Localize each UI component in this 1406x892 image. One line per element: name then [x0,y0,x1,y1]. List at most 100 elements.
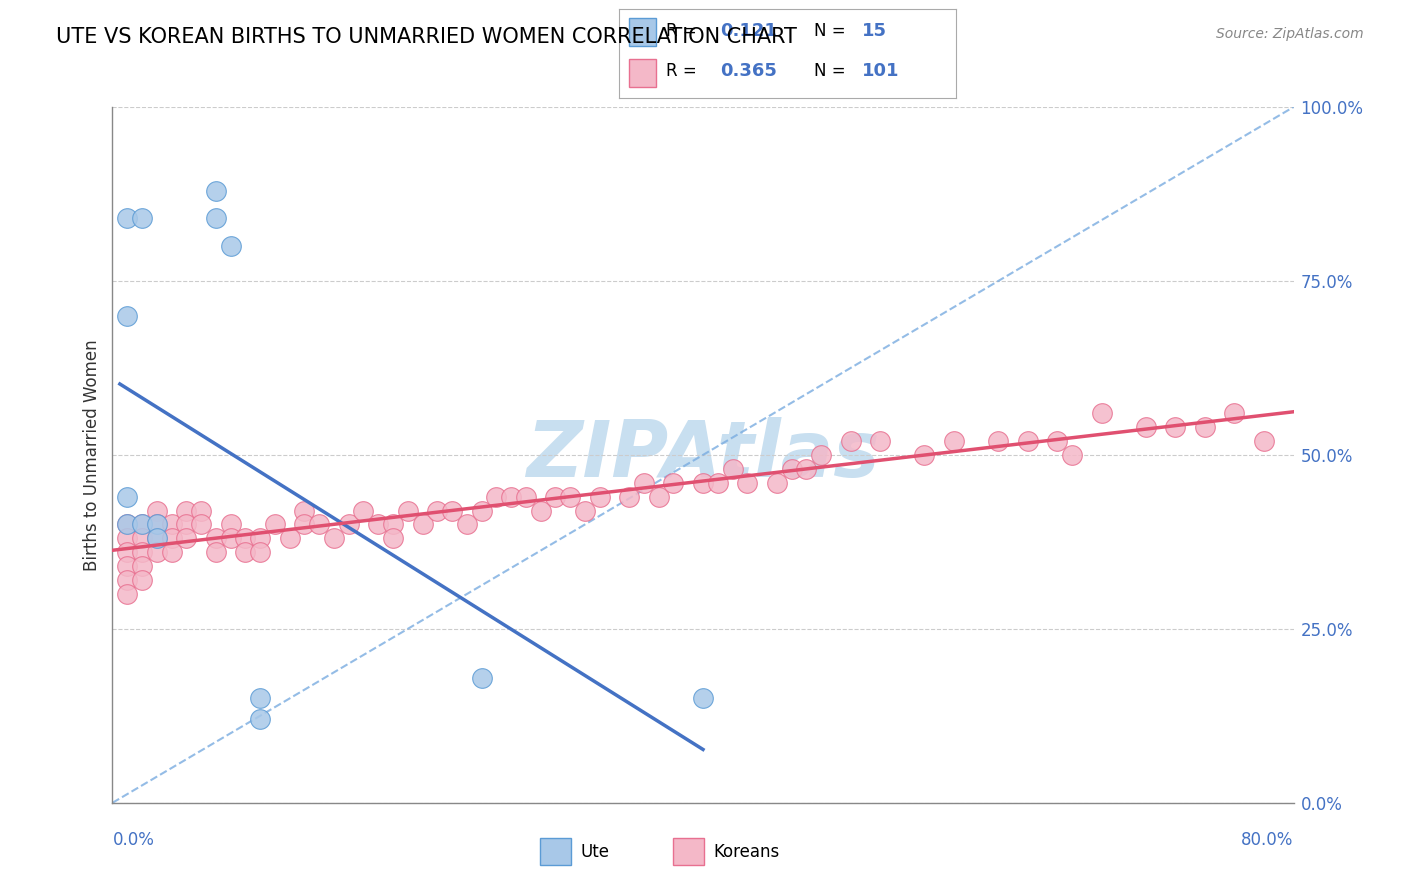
Point [647,490,671,504]
Point [190,503,212,517]
Point [131,559,153,574]
Point [396,503,419,517]
Point [249,691,271,706]
Point [619,490,641,504]
Point [292,503,315,517]
Point [441,503,464,517]
Text: 0.121: 0.121 [720,22,776,40]
Point [219,239,242,253]
Point [588,490,610,504]
Point [117,309,138,323]
FancyBboxPatch shape [628,18,655,46]
Point [308,517,330,532]
Point [352,503,374,517]
Point [131,517,153,532]
Point [1253,434,1275,448]
Point [146,517,169,532]
Text: Ute: Ute [581,843,610,861]
Point [146,532,169,546]
Point [205,184,228,198]
Point [987,434,1010,448]
Point [174,503,197,517]
Y-axis label: Births to Unmarried Women: Births to Unmarried Women [83,339,101,571]
Point [219,532,242,546]
Point [529,503,551,517]
Point [633,475,655,490]
Text: Source: ZipAtlas.com: Source: ZipAtlas.com [1216,27,1364,41]
Text: N =: N = [814,22,846,40]
Point [515,490,537,504]
Point [501,490,523,504]
Point [766,475,789,490]
Text: N =: N = [814,62,846,80]
Point [117,532,138,546]
Point [131,532,153,546]
Point [264,517,287,532]
Point [219,517,242,532]
Point [146,503,169,517]
Point [117,211,138,226]
Point [707,475,730,490]
Point [1062,448,1084,462]
Point [1164,420,1187,434]
Point [470,671,494,685]
Point [796,462,818,476]
Point [117,490,138,504]
Point [737,475,759,490]
Point [1135,420,1157,434]
Point [146,545,169,559]
Point [205,211,228,226]
Point [146,517,169,532]
Point [117,517,138,532]
Point [131,545,153,559]
Point [382,517,405,532]
Point [426,503,449,517]
Point [205,545,228,559]
Text: R =: R = [666,62,696,80]
Point [117,573,138,587]
Point [117,545,138,559]
Point [456,517,478,532]
Point [278,532,301,546]
Point [544,490,567,504]
Text: 15: 15 [862,22,887,40]
Point [692,475,714,490]
Point [337,517,360,532]
Text: UTE VS KOREAN BIRTHS TO UNMARRIED WOMEN CORRELATION CHART: UTE VS KOREAN BIRTHS TO UNMARRIED WOMEN … [56,27,797,46]
Point [233,532,256,546]
Point [249,712,271,726]
Point [131,517,153,532]
Point [205,532,228,546]
Text: 0.0%: 0.0% [112,830,155,848]
Text: 80.0%: 80.0% [1241,830,1294,848]
Point [367,517,389,532]
Point [382,532,405,546]
Point [662,475,685,490]
Point [485,490,508,504]
Text: ZIPAtlas: ZIPAtlas [526,417,880,493]
Point [160,517,183,532]
Point [117,587,138,601]
Text: Koreans: Koreans [714,843,780,861]
Point [117,517,138,532]
Text: 0.365: 0.365 [720,62,776,80]
Point [174,517,197,532]
Point [560,490,582,504]
FancyBboxPatch shape [628,59,655,87]
FancyBboxPatch shape [540,838,571,865]
Point [160,545,183,559]
Point [249,545,271,559]
Point [131,211,153,226]
Point [117,559,138,574]
Point [323,532,346,546]
Point [780,462,803,476]
Point [574,503,596,517]
Point [1017,434,1039,448]
Point [1223,406,1246,420]
Point [190,517,212,532]
Point [292,517,315,532]
Point [131,573,153,587]
Point [412,517,434,532]
Point [249,532,271,546]
Point [869,434,891,448]
